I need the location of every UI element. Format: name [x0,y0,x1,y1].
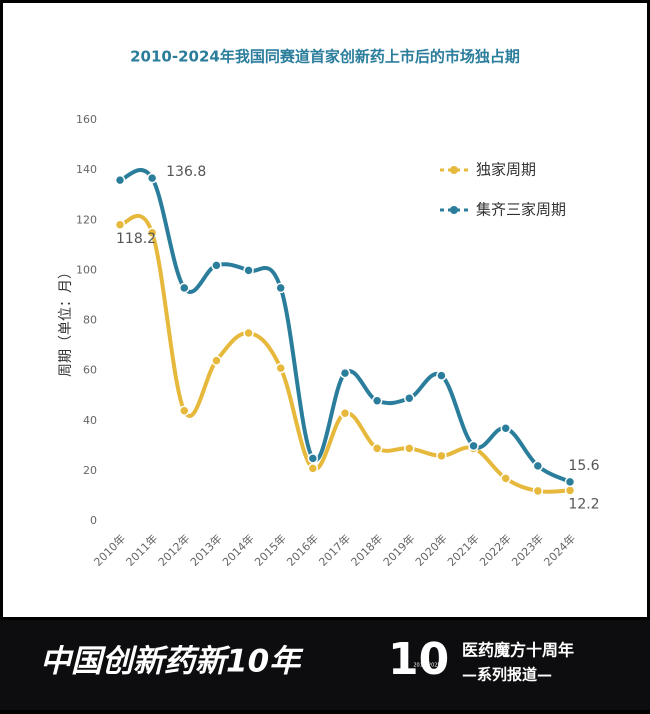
legend-label: 集齐三家周期 [476,201,566,219]
point [275,362,286,374]
legend-marker [450,166,458,174]
data-label: 136.8 [166,164,206,180]
y-tick-label: 40 [83,414,97,427]
point [564,485,576,496]
point [371,395,383,406]
point [114,174,126,186]
chart-title: 2010-2024年我国同赛道首家创新药上市后的市场独占期 [130,48,520,66]
point [436,370,447,381]
point [146,227,158,239]
y-tick-label: 160 [76,113,97,126]
point [404,443,415,454]
y-tick-label: 20 [83,464,97,477]
y-tick-label: 0 [90,514,97,527]
y-tick-label: 100 [76,263,97,276]
banner-logo-years: 2015-2025 [413,663,440,669]
point [211,355,222,366]
point [179,405,190,416]
point [114,219,126,231]
chart-background [3,3,647,617]
y-tick-label: 120 [76,213,97,226]
y-tick-label: 80 [83,314,97,327]
point [404,392,415,404]
data-label: 12.2 [568,496,599,512]
y-axis-label: 周期（单位：月） [58,265,74,377]
point [500,423,511,434]
point [243,265,254,276]
point [146,172,158,184]
point [532,460,544,472]
point [339,367,351,379]
point [307,463,319,474]
legend-label: 独家周期 [476,161,536,179]
point [243,327,254,339]
point [500,473,511,484]
legend-marker [450,206,458,214]
banner-headline: 中国创新药新10年 [40,644,304,680]
point [436,450,447,462]
point [468,440,479,452]
point [339,407,351,419]
data-label: 15.6 [568,458,599,474]
banner-background [0,620,650,710]
point [307,453,319,464]
point [371,443,383,454]
y-tick-label: 140 [76,163,97,176]
banner-brand: 医药魔方十周年 [462,641,574,660]
point [532,485,544,497]
point [211,260,222,271]
banner-series-tag: —系列报道— [462,666,552,684]
series-line [119,168,571,484]
data-label: 118.2 [116,231,156,247]
point [564,476,576,488]
banner-logo-number: 10 [388,634,449,685]
point [275,282,286,294]
point [179,282,190,294]
y-tick-label: 60 [83,364,97,377]
